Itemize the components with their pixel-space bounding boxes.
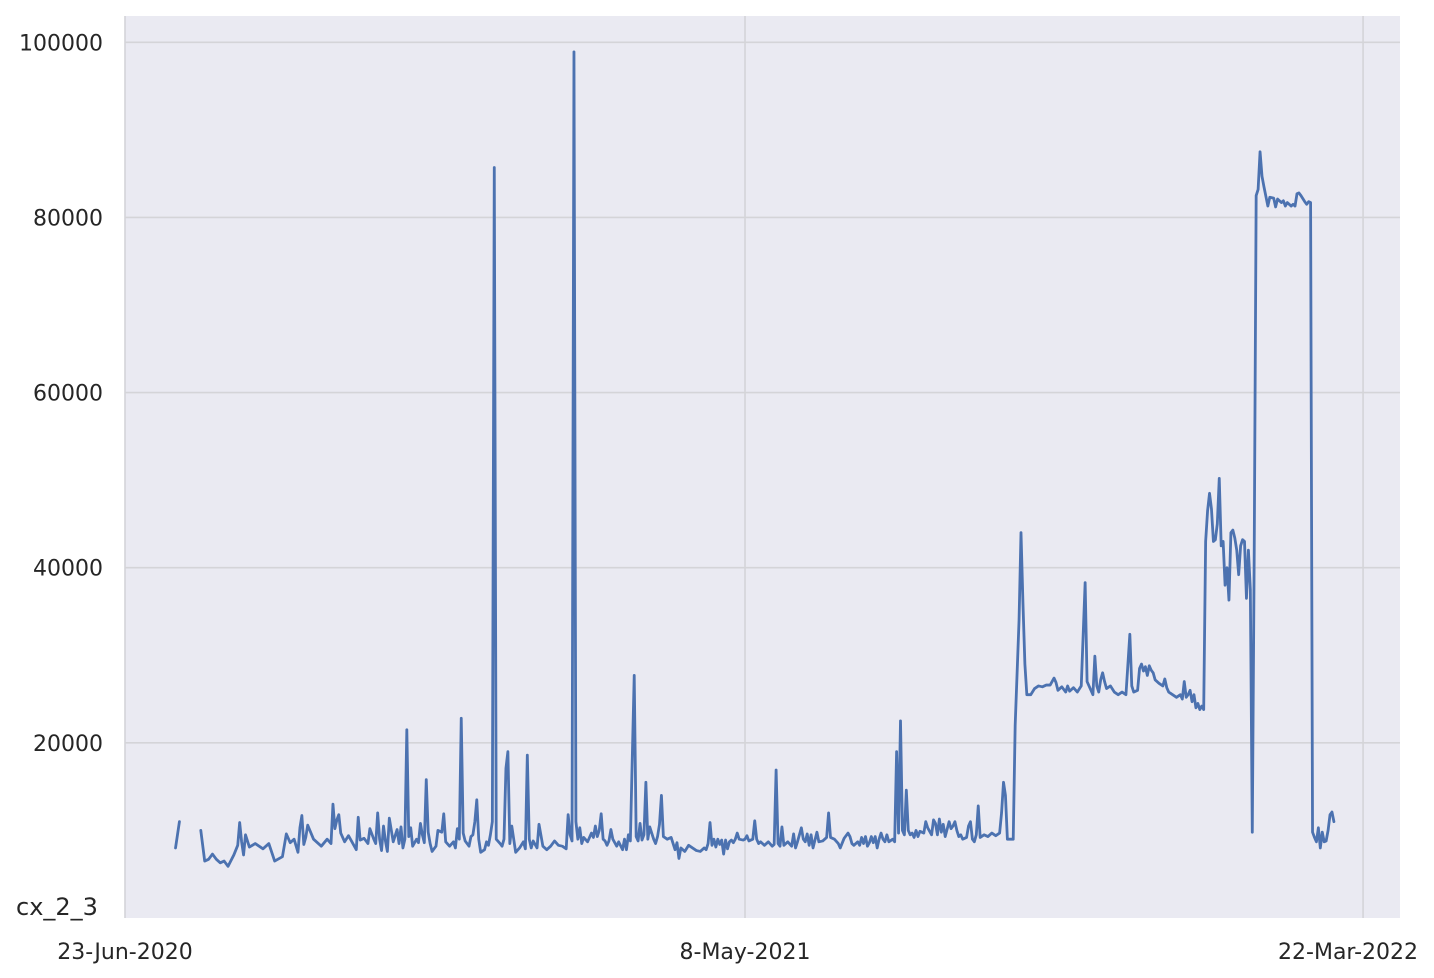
plot-area [125,16,1400,918]
y-tick-label: 100000 [19,31,103,56]
grid [124,16,1400,918]
series-line [199,50,1336,868]
corner-label: cx_2_3 [16,893,98,921]
x-axis: 23-Jun-2020 8-May-2021 22-Mar-2022 [57,940,1418,965]
y-tick-label: 60000 [33,382,103,407]
y-axis: 20000 40000 60000 80000 100000 [19,31,103,757]
x-tick-label: 8-May-2021 [680,940,811,965]
y-tick-label: 20000 [33,732,103,757]
series-group [174,50,1336,868]
y-tick-label: 40000 [33,557,103,582]
x-tick-label: 22-Mar-2022 [1278,940,1418,965]
x-tick-label: 23-Jun-2020 [57,940,192,965]
series-line [174,820,181,850]
y-tick-label: 80000 [33,206,103,231]
